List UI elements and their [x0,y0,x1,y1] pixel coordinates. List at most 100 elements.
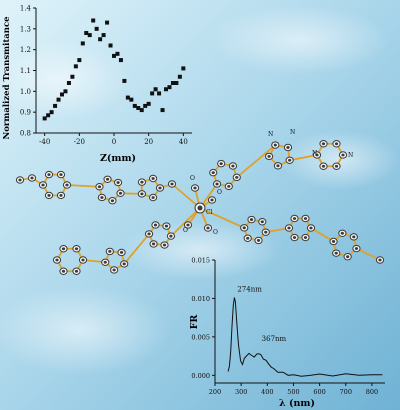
z-scan-x-tick-label: 20 [144,138,153,146]
fr-y-tick-label: 0.005 [191,333,210,341]
atom-core [105,177,110,181]
z-scan-y-tick-label: 1.3 [20,25,31,33]
z-scan-point [143,103,148,108]
z-scan-point [84,31,89,35]
z-scan-point [132,103,137,108]
z-scan-point [153,87,158,92]
crystal-structure-diagram: N N N N O O O O Cl [15,129,385,275]
z-scan-point [87,33,92,38]
z-scan-y-tick-label: 1.0 [20,88,31,96]
atom-core [108,250,112,253]
atom-label: O [190,175,195,182]
atom-core [219,162,223,166]
atom-core [334,142,339,146]
atom-core [151,196,155,199]
atom-core [256,239,261,242]
z-scan-point [98,37,103,42]
z-scan-point [177,74,182,79]
fr-y-tick-label: 0.000 [191,372,210,380]
atom-label: N [312,150,317,157]
atom-core [286,146,290,149]
fr-y-tick-label: 0.015 [191,257,210,265]
atom-core [288,158,292,162]
atom-core [197,205,203,211]
z-scan-point [53,103,58,108]
z-scan-x-tick-label: -20 [74,138,85,146]
atom-core [334,251,338,255]
atom-core [65,183,69,187]
atom-core [315,153,319,157]
z-scan-point [80,41,85,46]
atom-core [164,224,169,228]
z-scan-point [91,18,96,23]
z-scan-point [125,95,130,100]
z-scan-point [160,108,165,113]
z-scan-y-tick-label: 0.8 [20,130,31,138]
atom-core [287,226,291,230]
z-scan-point [181,66,186,71]
atom-label: O [183,227,188,234]
atom-core [193,186,197,190]
atom-label: O [213,229,218,236]
atom-label: O [217,189,222,196]
atom-core [211,171,215,175]
atom-core [97,185,102,189]
z-scan-y-tick-label: 1.2 [20,46,31,54]
bond [236,144,276,179]
bond [66,184,100,188]
atom-core [341,153,345,157]
atom-core [153,223,158,227]
atom-core [47,193,51,197]
z-scan-point [167,85,172,90]
z-scan-x-tick-label: -40 [39,138,50,146]
atom-core [186,223,190,227]
atom-core [169,234,173,238]
atom-core [151,242,156,246]
z-scan-ticks: -40 -20 0 20 40 0.8 0.9 1.0 1.1 1.2 1.3 1.4 [20,5,188,147]
z-scan-point [63,89,68,94]
fr-x-tick-label: 500 [287,388,299,396]
fr-x-tick-label: 700 [340,388,352,396]
fr-axes [214,260,385,384]
z-scan-y-axis-label: Normalized Transmitance [2,16,12,140]
fr-x-tick-label: 200 [209,388,221,396]
fr-spectrum-chart: 200 300 400 500 600 700 800 0.000 0.005 0.010 0.01… [189,257,385,409]
z-scan-y-tick-label: 1.1 [20,67,31,75]
atom-core [112,268,116,272]
atom-core [303,236,308,239]
atom-core [158,186,162,190]
fr-series-line [227,297,383,377]
bond [123,233,150,265]
z-scan-point [150,91,155,96]
fr-x-tick-label: 400 [261,388,273,396]
fr-annotations: 274nm 367nm [237,285,286,343]
z-scan-points [42,18,186,121]
atom-core [140,192,144,196]
z-scan-point [77,58,82,63]
z-scan-point [115,51,120,56]
atom-core [235,175,239,179]
atom-core [100,196,104,199]
z-scan-x-axis-label: Z(mm) [100,153,136,164]
atom-core [352,235,356,239]
z-scan-point [101,33,106,38]
atom-core [246,236,250,240]
atom-core [249,218,254,221]
atom-core [140,180,144,184]
z-scan-point [174,81,179,85]
z-scan-point [129,97,134,102]
atom-core [30,176,34,180]
atom-core [264,230,268,234]
z-scan-point [157,91,162,96]
atom-core [227,184,231,188]
atom-core [231,164,235,168]
atom-core [55,258,59,262]
atom-core [59,193,63,197]
z-scan-point [164,87,168,92]
atom-core [74,247,79,251]
atom-core [215,182,219,186]
atom-core [378,258,382,262]
z-scan-point [46,113,51,118]
z-scan-axes [35,8,192,134]
atom-core [242,226,246,230]
